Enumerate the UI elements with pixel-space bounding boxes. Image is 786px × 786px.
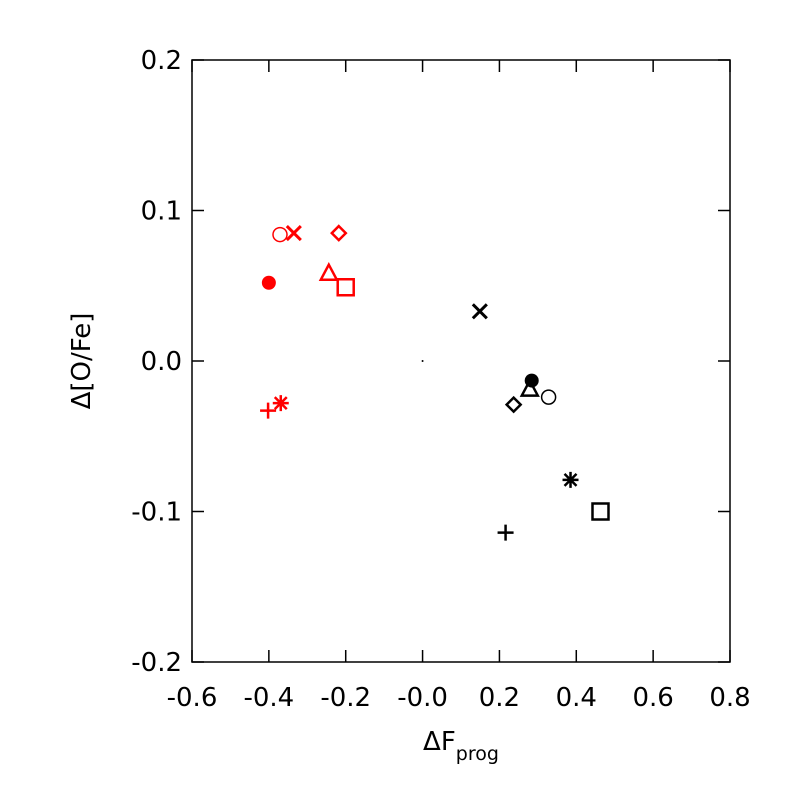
x-tick-label: 0.8 — [709, 683, 750, 713]
y-axis-label: Δ[O/Fe] — [67, 313, 97, 410]
x-axis-label: ΔFprog — [423, 727, 499, 765]
x-axis-label-sub: prog — [456, 743, 499, 765]
point — [562, 471, 579, 488]
y-tick-label: 0.1 — [141, 197, 182, 227]
y-tick-label: 0.2 — [141, 46, 182, 76]
point — [591, 502, 610, 521]
point — [497, 524, 514, 541]
point — [272, 395, 289, 412]
x-tick-label: 0.6 — [632, 683, 673, 713]
x-tick-label: 0.2 — [479, 683, 520, 713]
y-tick-label: 0.0 — [141, 347, 182, 377]
x-tick-label: -0.6 — [167, 683, 218, 713]
point — [504, 395, 523, 414]
x-tick-label: 0.4 — [556, 683, 597, 713]
x-tick-label: -0.2 — [320, 683, 371, 713]
point — [260, 402, 277, 419]
point — [261, 275, 276, 290]
y-tick-label: -0.1 — [131, 498, 182, 528]
plot-frame — [191, 59, 731, 663]
point — [318, 262, 339, 281]
point — [272, 226, 288, 243]
point — [285, 225, 302, 242]
point — [540, 389, 557, 405]
x-tick-label: -0.0 — [397, 683, 448, 713]
x-tick-label: -0.4 — [243, 683, 294, 713]
point — [336, 278, 355, 297]
point — [519, 377, 540, 397]
point — [471, 303, 488, 320]
x-axis-label-main: ΔF — [423, 727, 456, 757]
point — [421, 360, 424, 362]
y-tick-label: -0.2 — [131, 648, 182, 678]
point — [330, 224, 348, 242]
